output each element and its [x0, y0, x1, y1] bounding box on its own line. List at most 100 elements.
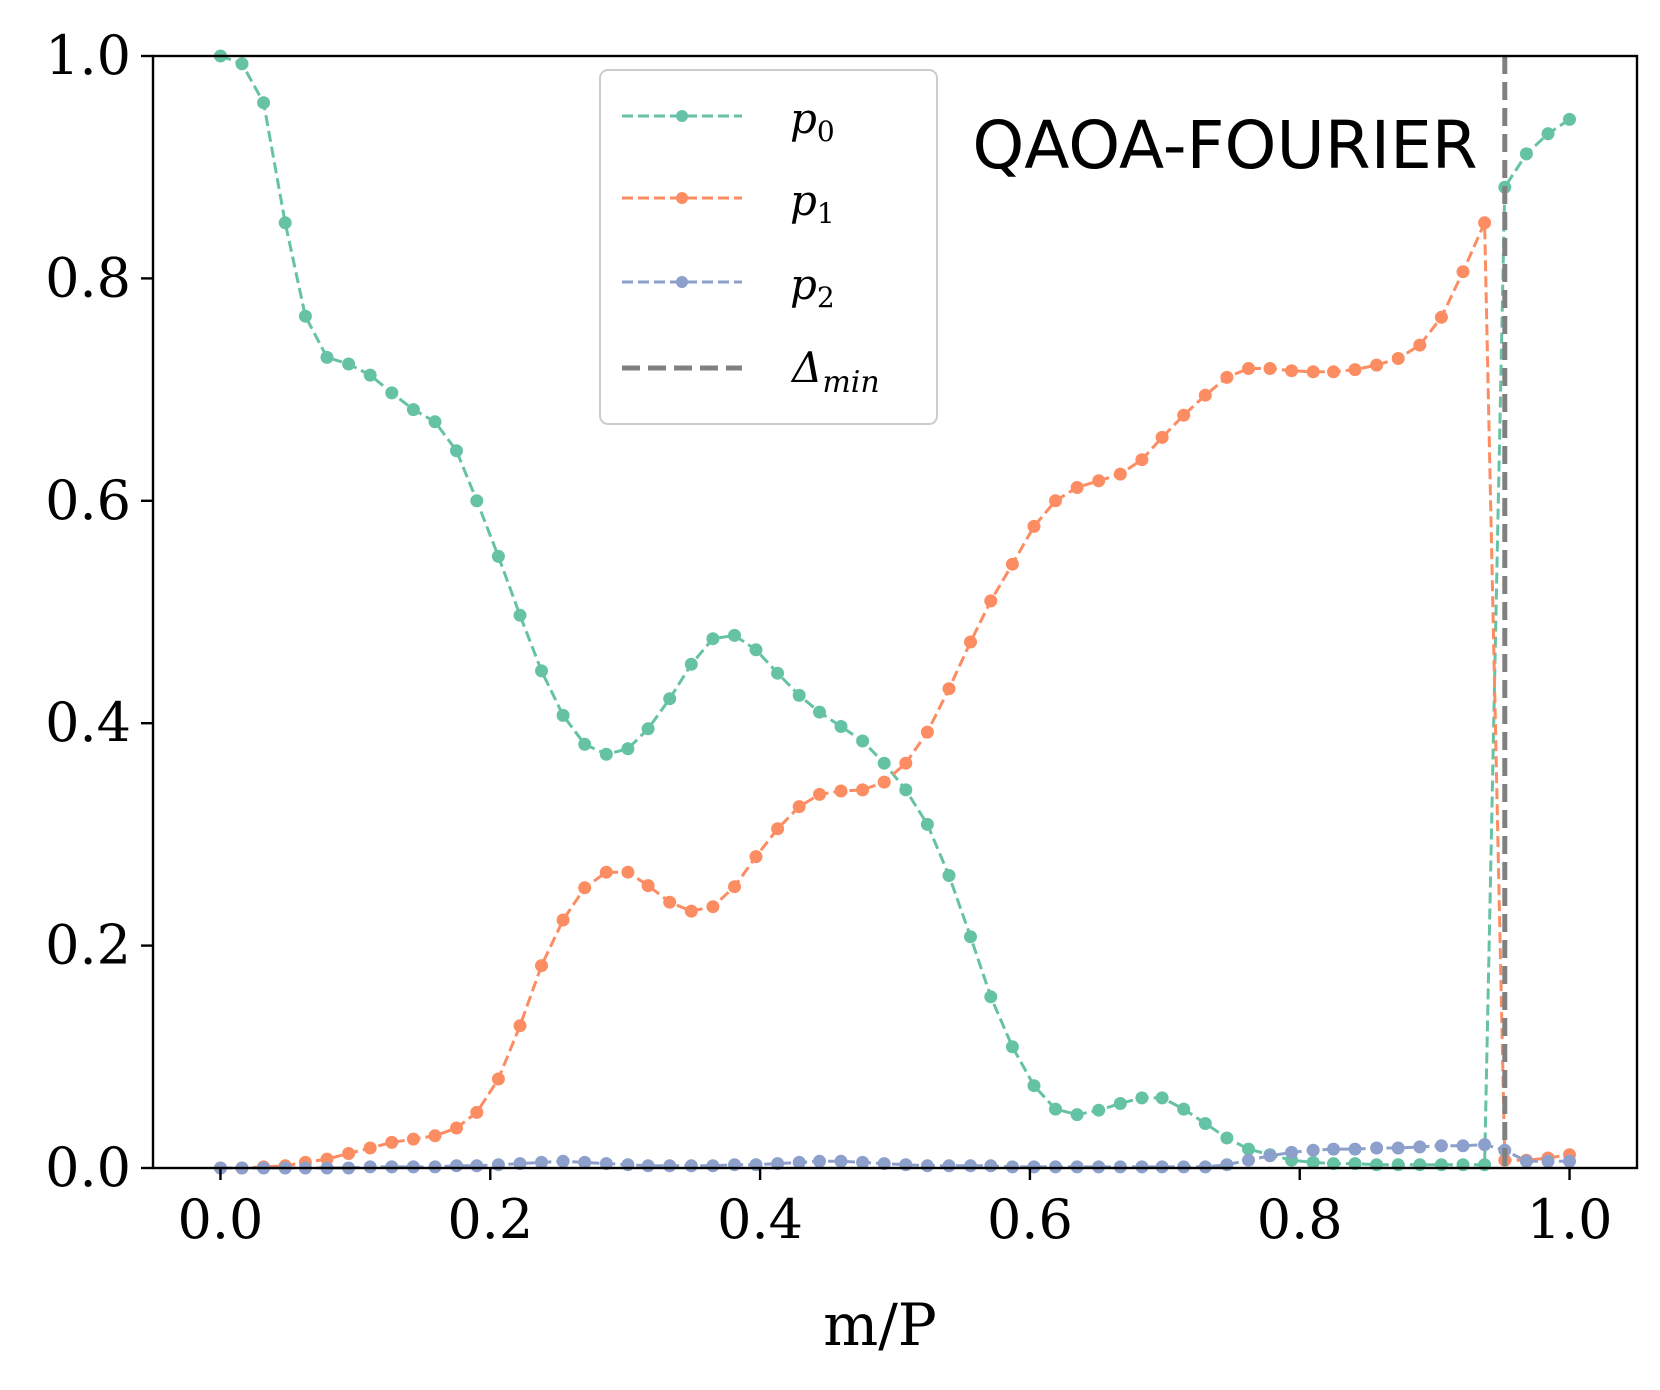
point-p1: [385, 1135, 399, 1149]
point-p1: [813, 787, 826, 801]
point-p2: [556, 1154, 570, 1168]
point-p0: [771, 666, 785, 680]
point-p2: [920, 1159, 934, 1173]
point-p1: [1327, 365, 1340, 379]
point-p1: [1155, 430, 1169, 444]
point-p1: [792, 800, 806, 814]
point-p0: [621, 742, 635, 756]
legend-entry-p0: p0: [622, 94, 835, 148]
point-p1: [877, 775, 891, 789]
point-p0: [749, 643, 763, 657]
point-p1: [491, 1072, 505, 1086]
legend-label-p1: p1: [790, 176, 835, 230]
point-p2: [1348, 1142, 1362, 1156]
point-p1: [834, 784, 848, 798]
point-p1: [641, 879, 655, 893]
point-p2: [942, 1159, 956, 1173]
point-p0: [406, 403, 420, 417]
point-p2: [641, 1159, 655, 1173]
point-p0: [834, 720, 848, 733]
point-p1: [363, 1141, 377, 1155]
point-p2: [834, 1154, 848, 1168]
point-p1: [535, 959, 548, 973]
point-p1: [749, 850, 763, 864]
point-p0: [1541, 127, 1555, 141]
point-p0: [298, 309, 312, 323]
point-p2: [491, 1158, 505, 1172]
series-line-p1: [220, 222, 1570, 1170]
point-p1: [663, 895, 677, 909]
point-p2: [1327, 1142, 1340, 1156]
point-p0: [556, 708, 570, 722]
point-p0: [1306, 1155, 1320, 1169]
point-p2: [1519, 1154, 1533, 1168]
point-p1: [1220, 370, 1234, 384]
x-tick-label: 0.6: [987, 1188, 1073, 1251]
point-p0: [1049, 1102, 1062, 1116]
point-p0: [877, 756, 891, 770]
axes-frame: [151, 54, 1639, 1170]
legend-marker-p2: [676, 276, 688, 288]
y-tick-label: 0.8: [45, 246, 131, 309]
legend-entry-p1: p1: [622, 176, 835, 230]
point-p0: [278, 216, 292, 230]
point-p1: [684, 904, 698, 918]
point-p0: [1220, 1131, 1234, 1145]
point-p1: [1413, 338, 1427, 352]
legend-marker-p0: [676, 110, 688, 122]
point-p1: [1391, 352, 1405, 365]
point-p1: [942, 682, 956, 696]
point-p1: [320, 1152, 334, 1166]
point-p2: [1478, 1138, 1492, 1152]
point-p1: [728, 880, 741, 894]
legend-label-p0: p0: [790, 94, 835, 148]
point-p0: [964, 930, 977, 944]
point-p2: [1391, 1141, 1405, 1155]
x-tick-label: 0.2: [447, 1188, 533, 1251]
point-p1: [1177, 408, 1191, 422]
point-p2: [1220, 1158, 1234, 1172]
point-p1: [1092, 474, 1106, 488]
point-p1: [1478, 216, 1492, 230]
point-p0: [1519, 147, 1533, 161]
point-p2: [984, 1159, 998, 1173]
point-p0: [1135, 1091, 1149, 1105]
legend-label-p2: p2: [790, 260, 835, 314]
point-p1: [964, 635, 977, 649]
point-p0: [342, 357, 356, 371]
point-p1: [1049, 494, 1062, 508]
point-p2: [1285, 1145, 1299, 1159]
y-tick-label: 0.4: [45, 691, 131, 754]
point-p0: [428, 415, 442, 429]
point-p1: [1434, 310, 1448, 324]
point-p2: [792, 1155, 806, 1169]
point-p2: [1541, 1154, 1555, 1168]
point-p1: [1242, 362, 1255, 375]
point-p0: [1198, 1117, 1212, 1130]
point-p2: [1434, 1139, 1448, 1153]
point-p0: [1092, 1103, 1106, 1117]
point-p1: [621, 865, 635, 879]
point-p0: [1113, 1097, 1127, 1110]
point-p1: [1370, 358, 1384, 372]
axis-ticks: 0.0 0.2 0.4 0.6 0.8 1.0 0.0 0.2 0.4 0.6 0.8 1.0: [45, 24, 1612, 1251]
point-p0: [684, 657, 698, 671]
point-p1: [1070, 481, 1084, 494]
point-p2: [1263, 1149, 1277, 1163]
point-p1: [706, 900, 720, 914]
point-p1: [406, 1132, 420, 1146]
point-p2: [535, 1155, 548, 1169]
point-p0: [1563, 112, 1576, 126]
point-p1: [450, 1121, 463, 1135]
point-p0: [942, 869, 956, 882]
point-p0: [920, 817, 934, 831]
point-p0: [513, 608, 527, 622]
point-p2: [684, 1159, 698, 1173]
point-p2: [728, 1158, 741, 1172]
point-p2: [1370, 1141, 1384, 1155]
point-p2: [964, 1159, 977, 1173]
point-p1: [428, 1129, 442, 1143]
point-p2: [813, 1154, 826, 1168]
point-p0: [663, 692, 677, 706]
